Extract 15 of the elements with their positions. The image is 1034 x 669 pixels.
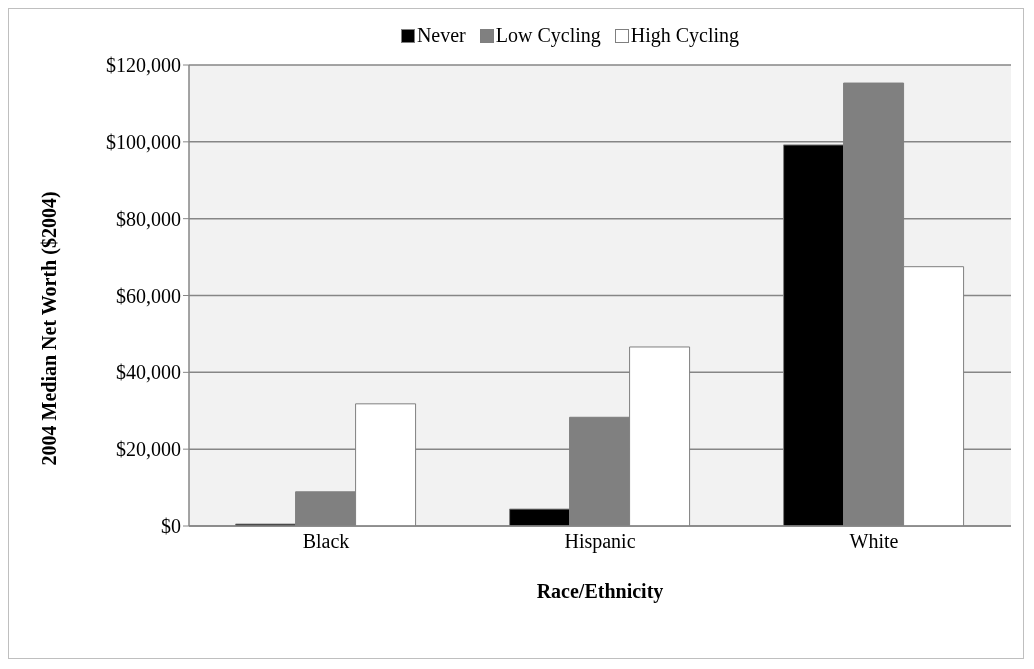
x-tick-label: White <box>849 530 899 553</box>
y-tick-label: $0 <box>161 515 181 538</box>
y-axis-title: 2004 Median Net Worth ($2004) <box>38 191 62 466</box>
x-tick-label: Hispanic <box>564 530 636 554</box>
legend-label: Low Cycling <box>495 24 601 47</box>
y-tick-label: $80,000 <box>116 207 181 230</box>
x-tick-label: Black <box>302 530 350 553</box>
y-tick-label: $40,000 <box>116 361 181 384</box>
x-axis-title: Race/Ethnicity <box>536 580 664 603</box>
y-tick-label: $20,000 <box>116 438 181 461</box>
legend-label: High Cycling <box>630 24 740 47</box>
y-tick-label: $120,000 <box>106 54 181 77</box>
legend-label: Never <box>416 24 466 47</box>
y-tick-label: $100,000 <box>106 130 181 153</box>
y-tick-label: $60,000 <box>116 284 181 307</box>
